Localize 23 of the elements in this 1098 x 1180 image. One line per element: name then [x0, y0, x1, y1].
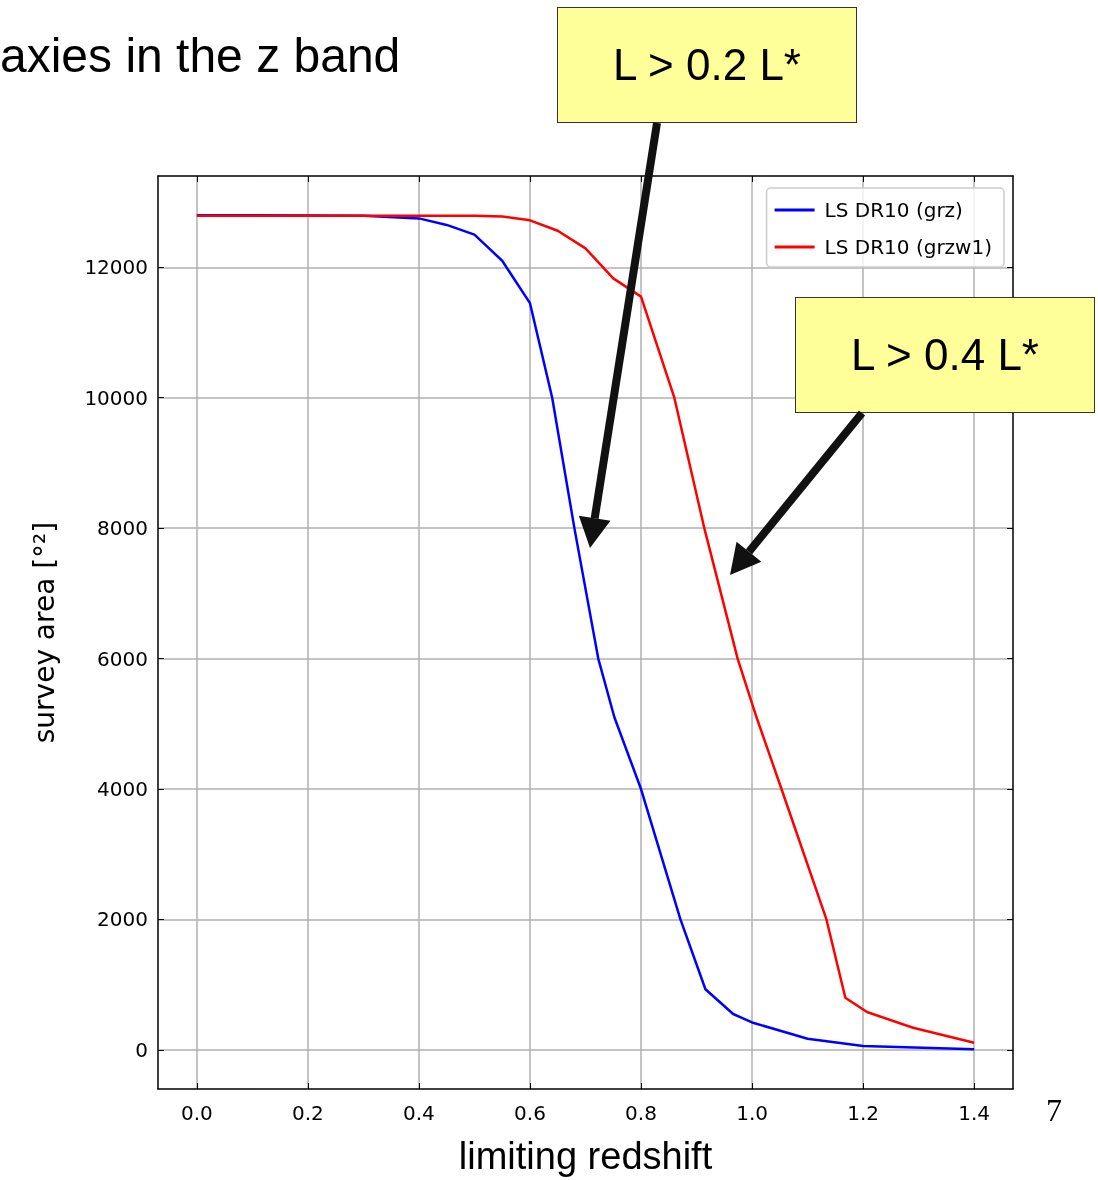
y-axis-title: survey area [°²] [27, 521, 61, 744]
x-tick-label: 1.4 [958, 1101, 991, 1125]
legend-label: LS DR10 (grzw1) [824, 235, 992, 259]
text: L > 0.2 L* [557, 7, 857, 123]
x-tick-label: 0.8 [625, 1101, 657, 1125]
text: 7 [1046, 1092, 1062, 1129]
x-axis-title: limiting redshift [458, 1135, 713, 1177]
y-tick-label: 0 [135, 1037, 148, 1062]
y-tick-label: 12000 [84, 255, 148, 280]
y-tick-label: 2000 [97, 907, 148, 932]
x-tick-label: 0.4 [403, 1101, 435, 1125]
x-tick-label: 1.2 [847, 1101, 879, 1125]
y-tick-label: 10000 [84, 385, 148, 410]
x-tick-label: 0.6 [514, 1101, 546, 1125]
y-tick-label: 6000 [97, 646, 148, 671]
x-tick-label: 0.2 [292, 1101, 324, 1125]
chart-title: axies in the z band [0, 28, 401, 83]
y-tick-label: 4000 [97, 777, 148, 802]
x-tick-label: 0.0 [180, 1101, 213, 1125]
annotation: L > 0.4 L* [795, 297, 1095, 413]
legend-label: LS DR10 (grz) [824, 198, 963, 222]
x-tick-label: 1.0 [736, 1101, 768, 1125]
y-tick-label: 8000 [97, 516, 148, 541]
